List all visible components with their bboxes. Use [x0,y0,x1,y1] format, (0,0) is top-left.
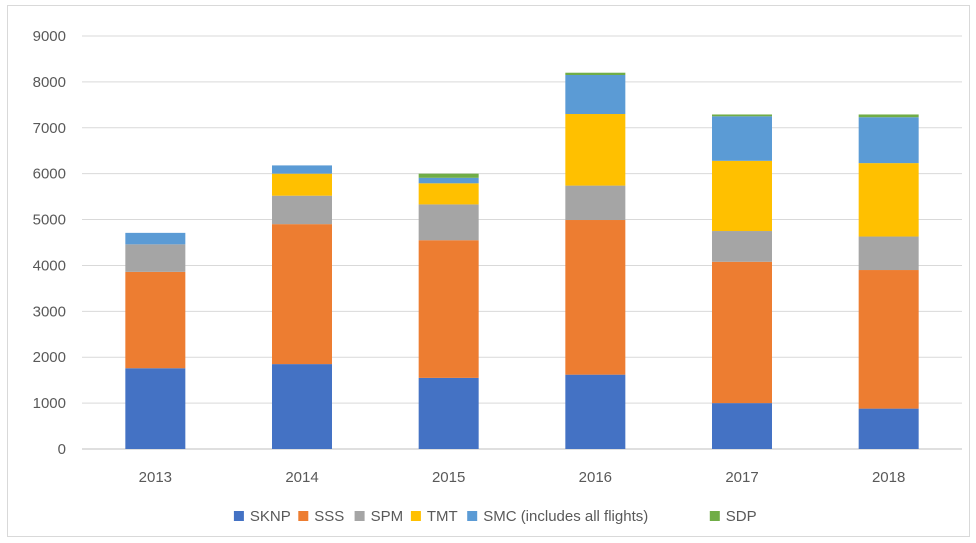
bar-segment-2016-sss [565,220,626,375]
bar-segment-2018-sknp [858,408,919,449]
bar-segment-2017-sdp [712,114,772,117]
bar-segment-2013-smc [125,232,186,245]
legend-swatch-sknp [233,511,244,521]
bar-segment-2018-smc [858,117,919,164]
bar-segment-2018-spm [858,236,919,271]
y-tick-label: 1000 [33,395,66,412]
legend-swatch-smc [467,511,478,521]
bars [125,72,919,449]
legend-label: SDP [726,508,757,525]
bar-segment-2014-tmt [272,173,332,196]
bar-segment-2016-sdp [565,72,626,76]
y-tick-label: 5000 [33,212,66,229]
bar-segment-2017-sknp [712,403,772,449]
x-tick-label: 2015 [432,469,465,486]
legend-swatch-spm [354,511,365,521]
y-tick-label: 0 [58,441,66,458]
bar-segment-2014-smc [272,165,332,174]
bar-segment-2018-sdp [858,114,919,118]
y-tick-label: 3000 [33,303,66,320]
bar-segment-2016-spm [565,185,626,221]
x-tick-label: 2017 [725,469,758,486]
bar-segment-2014-sknp [272,364,332,449]
legend-label: SKNP [250,508,291,525]
y-tick-label: 2000 [33,349,66,366]
bar-segment-2015-tmt [418,183,479,205]
bar-segment-2015-smc [418,177,479,184]
bar-segment-2013-sss [125,271,186,369]
bar-segment-2015-spm [418,204,479,241]
y-tick-label: 4000 [33,257,66,274]
bar-segment-2013-sknp [125,368,186,449]
bar-segment-2016-sknp [565,374,626,449]
legend-label: SPM [371,508,404,525]
legend: SKNP SSS SPM TMT SMC (includes all flights) S… [233,508,757,525]
bar-segment-2018-sss [858,270,919,409]
bar-segment-2014-sss [272,224,332,365]
legend-swatch-sdp [709,511,720,521]
legend-swatch-sss [298,511,309,521]
bar-segment-2017-spm [712,231,772,262]
bar-segment-2015-sdp [418,173,479,178]
y-axis-tick-labels: 0 1000 2000 3000 4000 5000 6000 7000 8000 9000 [33,28,66,458]
bar-segment-2016-smc [565,75,626,115]
bar-segment-2015-sknp [418,377,479,449]
x-axis-tick-labels: 2013 2014 2015 2016 2017 2018 [139,469,906,486]
y-tick-label: 7000 [33,120,66,137]
bar-segment-2015-sss [418,240,479,378]
legend-swatch-tmt [410,511,421,521]
bar-segment-2017-sss [712,261,772,404]
legend-label: TMT [427,508,458,525]
bar-segment-2017-smc [712,116,772,161]
y-tick-label: 6000 [33,166,66,183]
x-tick-label: 2018 [872,469,905,486]
x-tick-label: 2014 [285,469,318,486]
bar-segment-2017-tmt [712,160,772,232]
legend-label: SMC (includes all flights) [483,508,648,525]
y-tick-label: 9000 [33,28,66,45]
y-tick-label: 8000 [33,74,66,91]
x-tick-label: 2016 [579,469,612,486]
gridlines [82,35,962,450]
x-tick-label: 2013 [139,469,172,486]
bar-segment-2016-tmt [565,114,626,186]
bar-segment-2014-spm [272,195,332,225]
bar-segment-2018-tmt [858,163,919,237]
legend-label: SSS [314,508,344,525]
bar-segment-2013-spm [125,244,186,272]
